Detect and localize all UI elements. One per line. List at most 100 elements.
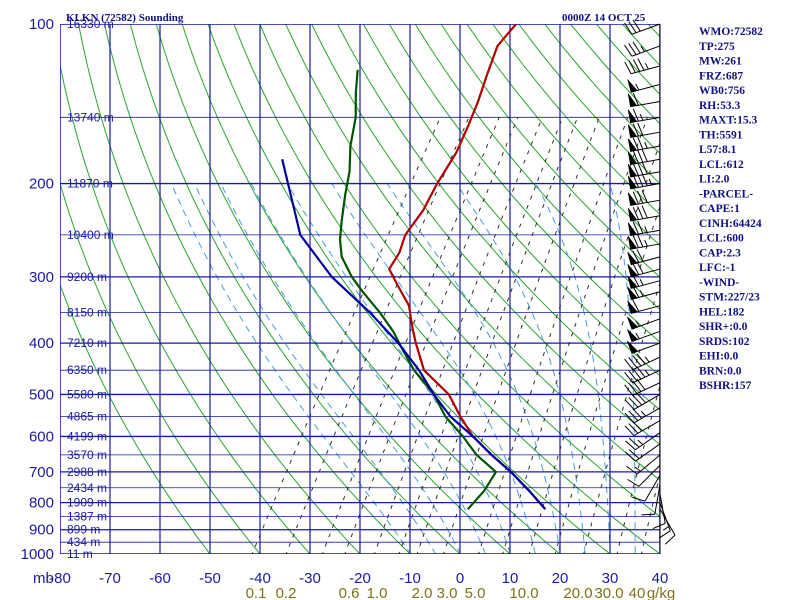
wind-barb	[624, 378, 661, 396]
dry-adiabat	[60, 181, 261, 554]
wind-barb	[641, 484, 661, 516]
wind-barb-flag	[632, 41, 641, 54]
wind-barb-flag	[641, 205, 648, 219]
wind-barb-staff	[633, 420, 661, 436]
wind-barb-pennant	[627, 192, 638, 206]
mixing-ratio-label: 0.6	[339, 585, 360, 600]
wind-barb-staff	[631, 45, 661, 57]
temperature-tick-label: -80	[49, 570, 71, 587]
wind-barb	[625, 432, 661, 451]
wind-barb-flag	[624, 425, 635, 436]
moist-adiabat	[220, 183, 462, 554]
wind-barb-flag	[632, 174, 639, 188]
sounding-index: LI:2.0	[699, 174, 730, 186]
wind-barb-flag	[624, 22, 633, 35]
wind-barb-flag	[632, 221, 639, 235]
wind-barb-half-flag	[644, 142, 648, 149]
pressure-tick-label: 900	[29, 522, 54, 539]
wind-barb	[627, 79, 661, 93]
wind-barb	[627, 234, 661, 250]
wind-barb-flag	[637, 149, 644, 163]
wind-barb-flag	[632, 108, 639, 122]
wind-barb-half-flag	[639, 290, 644, 297]
wind-barb-flag	[652, 522, 666, 530]
wind-barb-flag	[633, 59, 641, 72]
wind-barb	[627, 220, 661, 236]
temperature-tick-label: -50	[199, 570, 221, 587]
sounding-index: CAP:2.3	[699, 247, 741, 259]
sounding-index: LCL:612	[699, 159, 744, 171]
moist-adiabat	[609, 183, 636, 554]
wind-barb-staff	[633, 407, 661, 424]
wind-barb	[624, 58, 661, 75]
wind-barb-pennant	[627, 175, 638, 190]
wind-barb-flag	[637, 206, 644, 219]
height-label: 3570 m	[67, 448, 107, 462]
wind-barb	[627, 464, 661, 487]
wind-barb-flag	[664, 534, 676, 545]
wind-barb-flag	[636, 366, 646, 378]
wind-barb-staff	[638, 464, 661, 487]
wind-barb-pennant	[627, 222, 638, 236]
wind-barb-flag	[641, 513, 655, 516]
wind-barb-flag	[658, 530, 671, 539]
temperature-tick-label: 20	[552, 570, 569, 587]
temperature-tick-label: -20	[349, 570, 371, 587]
wind-barb-half-flag	[662, 526, 669, 531]
moist-adiabats	[171, 183, 660, 554]
dry-adiabat	[388, 24, 660, 343]
height-label: 434 m	[67, 535, 100, 549]
temperature-tick-label: 10	[502, 570, 519, 587]
wind-barb	[627, 189, 661, 206]
wind-barb	[627, 122, 661, 138]
dry-adiabat	[129, 24, 461, 554]
dry-adiabat	[155, 24, 511, 554]
height-label: 2988 m	[67, 465, 107, 479]
sounding-index: HEL:182	[699, 306, 745, 318]
wind-barb	[627, 316, 661, 330]
wind-barb-staff	[659, 508, 676, 536]
mixing-ratio-label: 0.1	[246, 585, 267, 600]
sounding-index: STM:227/23	[699, 292, 760, 304]
wind-barb-flag	[637, 122, 644, 136]
wind-barb-pennant	[627, 207, 638, 222]
wind-barb	[627, 285, 661, 300]
wind-barb-half-flag	[640, 45, 645, 52]
wind-barb-staff	[632, 369, 661, 384]
wind-barb-flag	[632, 137, 639, 151]
wind-barb-flag	[637, 162, 644, 175]
wind-barb-staff	[633, 394, 661, 410]
dry-adiabat	[336, 24, 660, 411]
dry-adiabat	[362, 24, 660, 377]
height-label: 5580 m	[67, 387, 107, 401]
moist-adiabat	[386, 183, 561, 554]
wind-barb-half-flag	[635, 332, 640, 340]
wind-barb-flag	[628, 60, 636, 73]
temperature-tick-label: -70	[99, 570, 121, 587]
wind-barb	[627, 161, 661, 178]
sounding-indices-panel: WMO:72582 TP:275 MW:261 FRZ:687 WB0:756 RH:53…	[699, 26, 763, 392]
wind-barb-flag	[628, 437, 640, 448]
wind-barb-pennant	[627, 264, 638, 278]
wind-barb	[624, 392, 661, 410]
wind-barb	[627, 108, 661, 124]
wind-barb-flag	[625, 451, 636, 462]
wind-barb	[624, 19, 661, 35]
wind-barb	[658, 502, 671, 539]
height-label: 1387 m	[67, 510, 107, 524]
height-label: 9200 m	[67, 270, 107, 284]
wind-barb-flag	[628, 43, 637, 55]
height-label: 1909 m	[67, 496, 107, 510]
mixing-ratio-label: 2.0	[412, 585, 433, 600]
temperature-tick-label: -30	[299, 570, 321, 587]
wind-barb-flag	[636, 378, 646, 390]
wind-barb-flag	[637, 190, 644, 204]
wind-barb-pennant	[627, 236, 638, 250]
temperature-tick-label: 0	[456, 570, 464, 587]
wind-barb-flag	[632, 380, 642, 392]
pressure-tick-label: 300	[29, 269, 54, 286]
wind-barb-half-flag	[648, 178, 653, 186]
wind-barbs	[624, 19, 676, 554]
dry-adiabat	[103, 24, 411, 554]
wind-barb	[627, 261, 661, 278]
